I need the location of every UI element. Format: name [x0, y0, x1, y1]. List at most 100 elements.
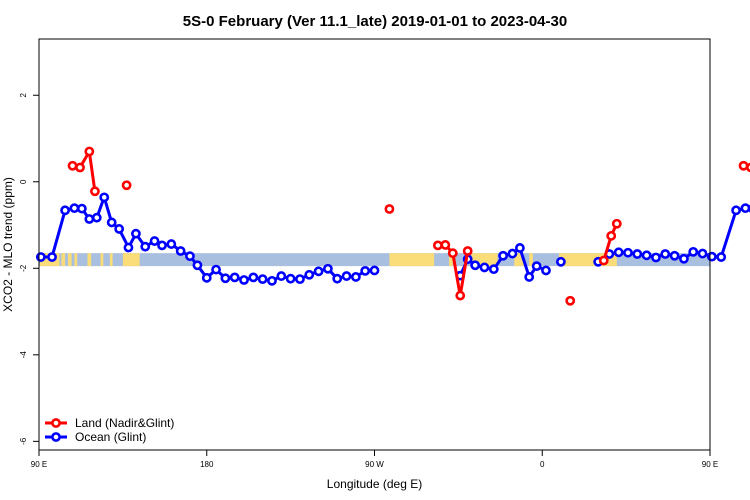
data-point-land [738, 160, 749, 171]
data-point-ocean [623, 247, 633, 258]
data-point-land [455, 290, 466, 301]
data-point-ocean [716, 252, 727, 262]
data-point-ocean [541, 265, 551, 276]
data-point-land [384, 204, 395, 214]
data-point-land [84, 146, 95, 157]
data-point-ocean [60, 205, 70, 216]
y-tick-label: 0 [19, 179, 28, 184]
data-point-ocean [99, 192, 110, 203]
data-point-ocean [524, 272, 535, 282]
band-ocean [39, 253, 710, 267]
data-point-ocean [706, 251, 717, 262]
series-line-land [72, 150, 97, 192]
x-axis: 90 E 180 90 W 0 90 E [31, 450, 718, 469]
y-tick-label: -2 [19, 264, 28, 272]
data-point-land [746, 162, 750, 173]
series-land [67, 146, 750, 306]
data-point-ocean [313, 266, 324, 277]
band-land-segment [67, 253, 72, 267]
data-point-ocean [229, 272, 240, 283]
data-point-ocean [641, 250, 652, 261]
data-point-ocean [140, 241, 151, 252]
data-point-ocean [257, 274, 268, 285]
data-point-ocean [295, 274, 305, 285]
data-point-ocean [157, 240, 167, 251]
data-point-ocean [267, 275, 277, 286]
data-point-ocean [285, 273, 296, 284]
data-point-land [565, 295, 576, 306]
data-point-land [598, 255, 609, 266]
data-point-ocean [276, 271, 287, 281]
data-point-ocean [669, 250, 680, 261]
band-land-segment [529, 253, 533, 267]
band-land-segment [122, 253, 140, 267]
y-tick-label: 2 [19, 92, 28, 97]
data-point-ocean [220, 273, 231, 284]
data-point-ocean [304, 269, 315, 280]
data-point-land [67, 160, 78, 171]
legend-marker-ocean [51, 432, 61, 442]
data-point-ocean [360, 265, 371, 276]
x-tick-label: 90 W [365, 460, 384, 469]
legend: Land (Nadir&Glint)Ocean (Glint) [45, 416, 174, 444]
data-point-ocean [131, 228, 141, 239]
x-tick-label: 90 E [31, 460, 47, 469]
data-point-ocean [688, 246, 699, 257]
legend-marker-land [51, 418, 61, 428]
data-point-land [611, 218, 622, 229]
x-tick-label: 0 [540, 460, 545, 469]
data-point-ocean [106, 217, 117, 228]
band-land-segment [389, 253, 435, 267]
data-point-ocean [740, 203, 750, 214]
data-point-ocean [166, 239, 177, 249]
data-point-ocean [35, 252, 46, 262]
y-tick-label: -4 [19, 351, 28, 359]
data-point-land [440, 240, 451, 250]
data-point-ocean [149, 236, 160, 246]
data-point-ocean [248, 272, 259, 283]
y-axis-label: XCO2 - MLO trend (ppm) [1, 177, 15, 312]
y-tick-label: -6 [19, 437, 28, 445]
data-point-ocean [488, 264, 499, 275]
data-point-ocean [175, 246, 186, 256]
data-point-ocean [114, 224, 125, 234]
data-point-ocean [91, 212, 102, 223]
band-land-segment [87, 253, 92, 267]
data-point-land [432, 240, 443, 251]
data-point-ocean [479, 262, 490, 273]
data-point-ocean [201, 272, 212, 283]
data-point-ocean [632, 249, 643, 259]
data-point-ocean [651, 252, 661, 263]
data-point-ocean [192, 260, 203, 271]
data-point-ocean [239, 275, 249, 285]
data-point-ocean [84, 214, 95, 224]
data-point-ocean [498, 250, 509, 261]
data-point-ocean [123, 242, 134, 253]
data-point-ocean [531, 261, 542, 272]
data-point-land [447, 248, 458, 259]
data-point-ocean [555, 256, 566, 267]
x-tick-label: 90 E [702, 460, 718, 469]
data-point-ocean [341, 271, 352, 281]
data-point-ocean [332, 273, 343, 284]
data-point-ocean [470, 260, 481, 271]
data-point-ocean [350, 272, 361, 282]
x-axis-label: Longitude (deg E) [327, 477, 422, 491]
data-point-ocean [514, 243, 525, 253]
data-point-land [121, 180, 132, 191]
data-point-ocean [369, 265, 380, 276]
x-tick-label: 180 [200, 460, 214, 469]
y-axis: -6 -4 -2 0 2 [19, 92, 39, 445]
series-layer [35, 146, 750, 306]
legend-label-ocean: Ocean (Glint) [75, 430, 146, 444]
band-land-segment [109, 253, 113, 267]
data-point-land [90, 186, 100, 197]
data-point-ocean [323, 263, 333, 274]
legend-label-land: Land (Nadir&Glint) [75, 416, 174, 430]
data-point-ocean [731, 205, 741, 216]
data-point-ocean [507, 248, 518, 259]
band-land-segment [449, 253, 453, 267]
band-land-segment [74, 253, 78, 267]
series-ocean [35, 192, 750, 286]
data-point-ocean [69, 203, 80, 214]
